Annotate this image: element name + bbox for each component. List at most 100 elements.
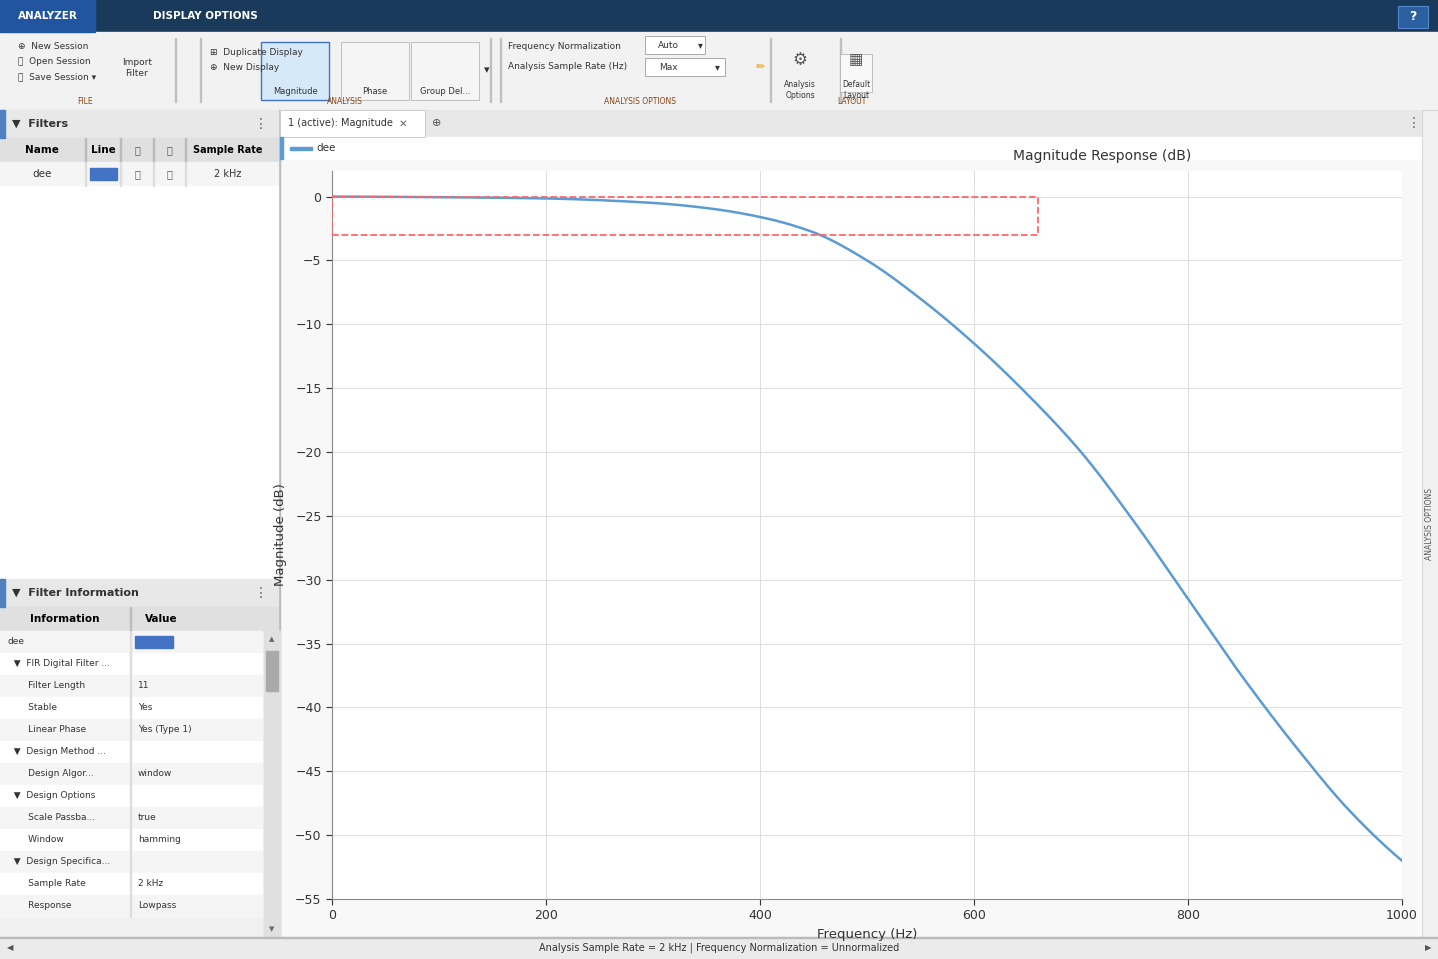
Text: ▾: ▾: [485, 65, 490, 75]
Text: Default
Layout: Default Layout: [841, 81, 870, 100]
Text: ▼  FIR Digital Filter ...: ▼ FIR Digital Filter ...: [9, 660, 109, 668]
Text: Sample Rate: Sample Rate: [9, 879, 86, 888]
Bar: [0, 741, 262, 763]
Text: Linear Phase: Linear Phase: [9, 726, 86, 735]
Text: Frequency Normalization: Frequency Normalization: [508, 42, 621, 51]
Text: Yes (Type 1): Yes (Type 1): [138, 726, 191, 735]
Text: DISPLAY OPTIONS: DISPLAY OPTIONS: [152, 11, 257, 21]
Text: Scale Passba...: Scale Passba...: [9, 813, 95, 823]
Text: ▶: ▶: [1425, 944, 1431, 952]
Text: ▾: ▾: [697, 40, 702, 50]
Text: ✏: ✏: [755, 62, 765, 72]
Bar: [0, 675, 262, 697]
Bar: [341, 42, 408, 100]
Text: Information: Information: [30, 614, 99, 624]
Text: ⋮: ⋮: [1406, 116, 1421, 130]
Bar: [0, 785, 262, 807]
Bar: [0, 851, 262, 873]
Bar: [0, 719, 262, 741]
Text: Name: Name: [24, 145, 59, 155]
Text: ▾: ▾: [715, 62, 719, 72]
Text: dee: dee: [316, 143, 335, 153]
Text: Group Del...: Group Del...: [420, 87, 470, 96]
Bar: [0, 0, 95, 32]
Text: ANALYSIS OPTIONS: ANALYSIS OPTIONS: [604, 97, 676, 106]
Title: Magnitude Response (dB): Magnitude Response (dB): [1014, 149, 1192, 163]
Text: ⋮: ⋮: [255, 117, 267, 131]
Bar: [0, 579, 278, 607]
Bar: [0, 807, 262, 829]
Text: Analysis
Options: Analysis Options: [784, 81, 815, 100]
Text: Window: Window: [9, 835, 63, 845]
Text: ⚙: ⚙: [792, 51, 808, 69]
Bar: [0, 186, 278, 579]
Text: true: true: [138, 813, 157, 823]
Text: ⋮: ⋮: [255, 586, 267, 600]
Bar: [91, 168, 116, 180]
Text: 2 kHz: 2 kHz: [138, 879, 164, 888]
Text: 💾  Save Session ▾: 💾 Save Session ▾: [19, 72, 96, 81]
Text: 1 (active): Magnitude: 1 (active): Magnitude: [288, 119, 393, 129]
Text: ?: ?: [1409, 11, 1416, 24]
Bar: [266, 651, 278, 691]
Text: Magnitude: Magnitude: [273, 87, 318, 96]
Text: hamming: hamming: [138, 835, 181, 845]
Text: Filter Length: Filter Length: [9, 682, 85, 690]
Text: ▼  Filters: ▼ Filters: [12, 119, 68, 129]
Text: ⊞  Duplicate Display: ⊞ Duplicate Display: [210, 48, 303, 57]
Text: ▼: ▼: [269, 926, 275, 932]
Text: ▲: ▲: [269, 636, 275, 642]
Bar: [0, 138, 278, 162]
X-axis label: Frequency (Hz): Frequency (Hz): [817, 928, 917, 941]
Text: ⊕  New Session: ⊕ New Session: [19, 42, 88, 51]
Bar: [0, 653, 262, 675]
Text: ⊕: ⊕: [433, 119, 441, 129]
Text: 📁  Open Session: 📁 Open Session: [19, 57, 91, 66]
Text: Stable: Stable: [9, 704, 58, 713]
Text: Response: Response: [9, 901, 72, 910]
Text: Phase: Phase: [362, 87, 388, 96]
Text: Value: Value: [145, 614, 178, 624]
Text: Max: Max: [659, 62, 677, 72]
Bar: [0, 607, 278, 631]
Bar: [278, 110, 280, 937]
Bar: [0, 937, 1438, 938]
Text: ▼  Design Method ...: ▼ Design Method ...: [9, 747, 106, 757]
Text: Auto: Auto: [657, 40, 679, 50]
Text: 2 kHz: 2 kHz: [214, 169, 242, 179]
Bar: [0, 110, 280, 937]
Text: ◀: ◀: [7, 944, 13, 952]
Bar: [265, 631, 280, 937]
Bar: [0, 110, 4, 138]
Text: Lowpass: Lowpass: [138, 901, 177, 910]
Bar: [332, 197, 1038, 235]
Bar: [0, 697, 262, 719]
Text: Analysis Sample Rate = 2 kHz | Frequency Normalization = Unnormalized: Analysis Sample Rate = 2 kHz | Frequency…: [539, 943, 899, 953]
Text: 11: 11: [138, 682, 150, 690]
Text: window: window: [138, 769, 173, 779]
Text: Analysis Sample Rate (Hz): Analysis Sample Rate (Hz): [508, 62, 627, 71]
Bar: [0, 829, 262, 851]
Text: LAYOUT: LAYOUT: [837, 97, 867, 106]
Text: Import
Filter: Import Filter: [122, 58, 152, 78]
Bar: [1398, 6, 1428, 28]
Text: ✕: ✕: [398, 119, 407, 129]
Text: ANALYSIS: ANALYSIS: [326, 97, 362, 106]
Bar: [0, 937, 1438, 959]
Text: Yes: Yes: [138, 704, 152, 713]
Bar: [0, 110, 278, 138]
Text: dee: dee: [9, 638, 24, 646]
Bar: [0, 895, 262, 917]
Bar: [280, 137, 283, 159]
Bar: [290, 147, 312, 150]
Text: ▼  Design Specifica...: ▼ Design Specifica...: [9, 857, 111, 867]
Bar: [0, 579, 4, 607]
Bar: [280, 110, 426, 137]
Bar: [411, 42, 479, 100]
Bar: [0, 763, 262, 785]
Text: dee: dee: [32, 169, 52, 179]
Bar: [280, 137, 1422, 159]
Text: ▼  Design Options: ▼ Design Options: [9, 791, 95, 801]
Bar: [0, 162, 278, 186]
Text: ANALYZER: ANALYZER: [17, 11, 78, 21]
